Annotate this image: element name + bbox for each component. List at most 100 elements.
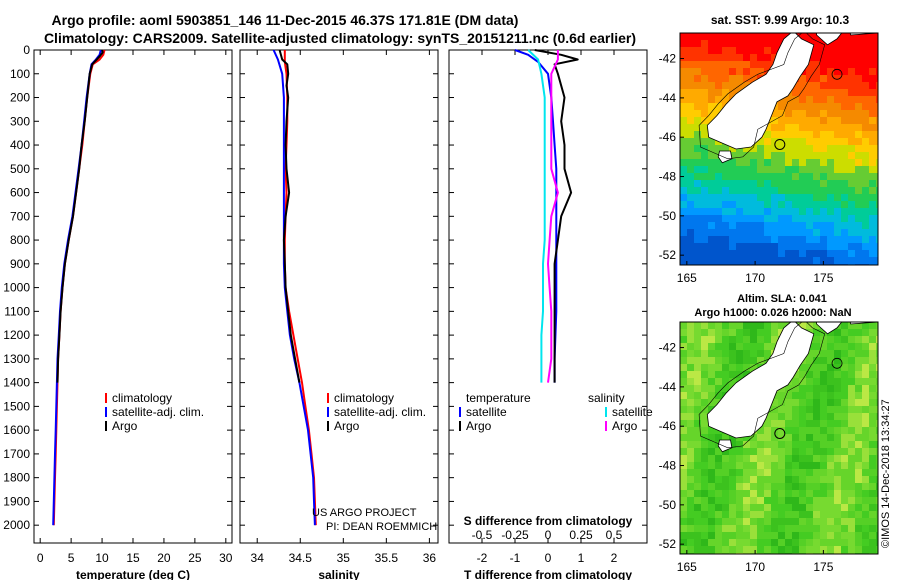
sla-map-cell — [813, 392, 821, 400]
sla-map-cell — [813, 490, 821, 498]
sla-map-cell — [729, 357, 737, 365]
sla-map-cell — [680, 539, 688, 547]
sst-map-cells — [680, 33, 878, 265]
sla-map-cell — [715, 322, 723, 330]
sla-map-cell — [785, 455, 793, 463]
sla-map-cell — [806, 504, 814, 512]
sla-map-cell — [813, 364, 821, 372]
sst-map-cell — [771, 173, 779, 181]
sla-map-cell — [680, 497, 688, 505]
sla-map-cell — [827, 504, 835, 512]
sla-map-cell — [869, 511, 877, 519]
sla-map-cell — [701, 406, 709, 414]
sla-map-cell — [827, 455, 835, 463]
sst-map-cell — [743, 173, 751, 181]
sla-map-cell — [848, 490, 856, 498]
sla-map-cell — [750, 336, 758, 344]
sst-map-cell — [792, 152, 800, 160]
sst-map-cell — [848, 215, 856, 223]
sla-map-cell — [708, 343, 716, 351]
sst-map-cell — [841, 236, 849, 244]
sst-map-cell — [876, 117, 878, 125]
sla-map-cell — [687, 350, 695, 358]
sst-map-cell — [687, 243, 695, 251]
sla-map-cell — [687, 413, 695, 421]
sla-map-cell — [680, 392, 688, 400]
sla-map-cell — [806, 497, 814, 505]
sst-map-cell — [792, 82, 800, 90]
sst-map-cell — [834, 208, 842, 216]
sla-map-cell — [855, 476, 863, 484]
salinity-xtick-label: 35 — [337, 551, 351, 565]
sla-map-cell — [792, 511, 800, 519]
sst-map-cell — [869, 145, 877, 153]
sst-map-cell — [771, 152, 779, 160]
sst-map-cell — [722, 250, 730, 258]
sla-map-cell — [806, 490, 814, 498]
sla-map-cell — [680, 385, 688, 393]
sst-map-cell — [862, 145, 870, 153]
salinity-xtick-label: 34.5 — [289, 551, 313, 565]
sla-map-cell — [806, 476, 814, 484]
sst-map-cell — [862, 215, 870, 223]
sst-map-cell — [750, 68, 758, 76]
sst-map-cell — [778, 180, 786, 188]
sla-map-cell — [806, 420, 814, 428]
sla-map-cell — [806, 322, 814, 330]
sla-map-cell — [855, 427, 863, 435]
sla-map-cell — [778, 406, 786, 414]
sst-map-cell — [841, 208, 849, 216]
sst-map-cell — [771, 47, 779, 55]
sla-map-cell — [715, 483, 723, 491]
sst-map-cell — [694, 222, 702, 230]
sla-map-cell — [799, 413, 807, 421]
sla-map-cell — [778, 518, 786, 526]
sst-map-cell — [722, 229, 730, 237]
depth-tick-label: 1400 — [3, 376, 30, 390]
sla-map-xtick-label: 165 — [677, 560, 697, 574]
temperature-axis-label: temperature (deg C) — [76, 568, 190, 580]
sla-map-cell — [736, 518, 744, 526]
sla-map-cell — [841, 329, 849, 337]
sst-map-cell — [764, 180, 772, 188]
sst-map-cell — [806, 89, 814, 97]
sst-map-cell — [764, 145, 772, 153]
sst-map-cell — [855, 117, 863, 125]
sst-map-eddy-contour — [831, 68, 843, 80]
sla-map-cell — [834, 525, 842, 533]
sla-map-ytick-label: -48 — [659, 459, 677, 473]
sla-map-cell — [820, 385, 828, 393]
sst-map-cell — [764, 243, 772, 251]
sla-map-cell — [792, 413, 800, 421]
sst-map-cell — [722, 96, 730, 104]
sla-map-cell — [876, 532, 878, 540]
sst-map-cell — [862, 243, 870, 251]
sst-map-cell — [722, 159, 730, 167]
sla-map-cell — [694, 413, 702, 421]
sla-map-cell — [694, 406, 702, 414]
sla-map-cell — [869, 343, 877, 351]
sst-map-cell — [841, 131, 849, 139]
sla-map-cell — [722, 532, 730, 540]
sla-map-cell — [708, 371, 716, 379]
sla-map-cell — [792, 378, 800, 386]
sst-map-cell — [771, 180, 779, 188]
sla-map-cell — [827, 406, 835, 414]
sla-map-frame — [679, 321, 879, 555]
legend-label-satellite-adj-clim: satellite-adj. clim. — [112, 405, 204, 419]
sla-map-land-north-island — [816, 322, 878, 335]
sst-map-cell — [722, 222, 730, 230]
sst-map-cell — [848, 243, 856, 251]
temperature-panel: 0100200300400500600700800900100011001200… — [3, 43, 233, 580]
sla-map-cell — [820, 469, 828, 477]
sst-map-cell — [806, 187, 814, 195]
sla-map-cell — [778, 455, 786, 463]
sla-map-cell — [862, 371, 870, 379]
sst-map-cell — [757, 159, 765, 167]
sla-map-cell — [750, 364, 758, 372]
sla-map-cell — [834, 378, 842, 386]
sla-map-cell — [834, 462, 842, 470]
sla-map-cell — [715, 385, 723, 393]
sla-map-cell — [771, 525, 779, 533]
sla-map-cell — [792, 504, 800, 512]
